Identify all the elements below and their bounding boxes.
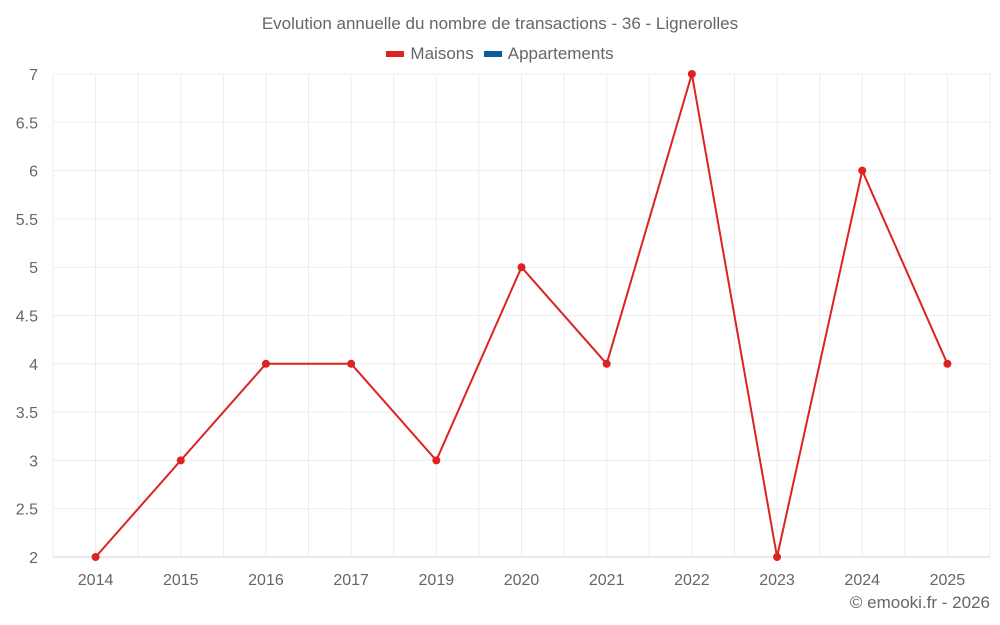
y-tick-label: 3 <box>29 453 38 470</box>
y-tick-label: 2 <box>29 550 38 567</box>
x-tick-label: 2025 <box>930 572 966 589</box>
x-tick-label: 2015 <box>163 572 199 589</box>
x-tick-label: 2014 <box>78 572 114 589</box>
x-tick-label: 2023 <box>759 572 795 589</box>
data-point[interactable] <box>517 263 526 272</box>
y-tick-label: 2.5 <box>16 502 38 519</box>
data-point[interactable] <box>432 456 441 465</box>
data-point[interactable] <box>773 553 782 561</box>
data-point[interactable] <box>347 359 356 368</box>
y-tick-label: 6 <box>29 164 38 181</box>
x-tick-label: 2022 <box>674 572 710 589</box>
data-point[interactable] <box>687 70 696 78</box>
legend-swatch-maisons-icon <box>386 51 405 57</box>
y-tick-label: 4.5 <box>16 309 38 326</box>
data-point[interactable] <box>943 359 952 368</box>
x-tick-label: 2016 <box>248 572 284 589</box>
data-point[interactable] <box>602 359 611 368</box>
y-tick-label: 7 <box>29 67 38 84</box>
chart-legend: Maisons Appartements <box>0 44 1000 64</box>
legend-item-maisons[interactable]: Maisons <box>386 44 474 64</box>
x-tick-label: 2021 <box>589 572 625 589</box>
copyright-credit: © emooki.fr - 2026 <box>849 593 990 612</box>
data-point[interactable] <box>858 166 867 175</box>
data-point[interactable] <box>176 456 185 465</box>
legend-swatch-appartements-icon <box>483 51 502 57</box>
data-point[interactable] <box>91 553 100 561</box>
chart-title: Evolution annuelle du nombre de transact… <box>261 14 739 33</box>
y-tick-label: 5 <box>29 260 38 277</box>
x-tick-label: 2019 <box>419 572 455 589</box>
legend-label-appartements: Appartements <box>507 44 614 63</box>
x-tick-label: 2020 <box>504 572 540 589</box>
y-tick-label: 5.5 <box>16 212 38 229</box>
legend-item-appartements[interactable]: Appartements <box>483 44 614 64</box>
y-tick-label: 4 <box>29 357 38 374</box>
x-tick-label: 2017 <box>333 572 369 589</box>
x-tick-label: 2024 <box>844 572 880 589</box>
y-tick-label: 6.5 <box>16 115 38 132</box>
legend-label-maisons: Maisons <box>410 44 474 63</box>
data-point[interactable] <box>261 359 270 368</box>
y-tick-label: 3.5 <box>16 405 38 422</box>
